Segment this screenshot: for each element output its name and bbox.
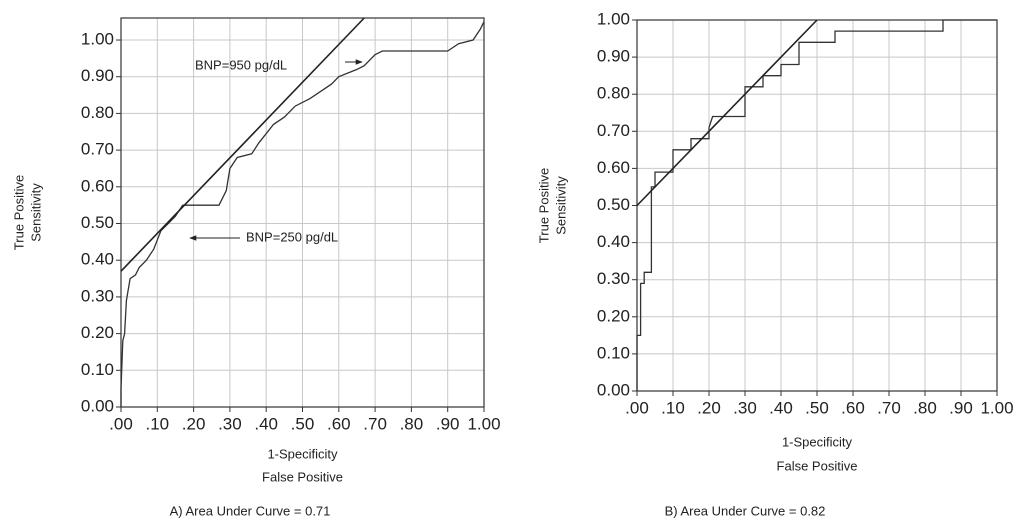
y-tick-label: 0.60 bbox=[81, 176, 114, 195]
plot-frame bbox=[120, 17, 485, 408]
x-tick-label: 1.00 bbox=[980, 398, 1013, 417]
x-tick-label: .70 bbox=[363, 414, 387, 433]
roc-curve bbox=[636, 19, 997, 391]
y-tick-label: 0.70 bbox=[81, 140, 114, 159]
y-tick-label: 0.50 bbox=[597, 195, 630, 214]
x-tick-label: .20 bbox=[182, 414, 206, 433]
x-tick-label: .80 bbox=[913, 398, 937, 417]
y-axis-label: True Positive bbox=[536, 168, 551, 243]
y-axis-label: Sensitivity bbox=[553, 176, 568, 235]
caption: A) Area Under Curve = 0.71 bbox=[170, 503, 331, 518]
x-tick-label: .40 bbox=[769, 398, 793, 417]
x-tick-label: .80 bbox=[400, 414, 424, 433]
x-tick-label: .00 bbox=[625, 398, 649, 417]
x-tick-label: .60 bbox=[841, 398, 865, 417]
x-tick-label: .30 bbox=[218, 414, 242, 433]
y-tick-label: 0.50 bbox=[81, 213, 114, 232]
tangent-line bbox=[636, 19, 818, 207]
y-tick-label: 0.20 bbox=[597, 306, 630, 325]
annotation: BNP=250 pg/dL bbox=[246, 229, 338, 244]
x-tick-label: .20 bbox=[697, 398, 721, 417]
x-tick-label: .30 bbox=[733, 398, 757, 417]
x-tick-label: .10 bbox=[145, 414, 169, 433]
y-tick-label: 0.40 bbox=[81, 250, 114, 269]
y-tick-label: 0.00 bbox=[597, 380, 630, 399]
x-axis-label: 1-Specificity bbox=[267, 446, 338, 461]
y-tick-label: 0.90 bbox=[597, 47, 630, 66]
x-axis-label: False Positive bbox=[777, 458, 858, 473]
y-tick-label: 0.30 bbox=[597, 269, 630, 288]
x-tick-label: .00 bbox=[109, 414, 133, 433]
y-tick-label: 0.80 bbox=[597, 84, 630, 103]
y-tick-label: 0.00 bbox=[81, 396, 114, 415]
y-tick-label: 0.30 bbox=[81, 286, 114, 305]
x-axis-label: False Positive bbox=[262, 469, 343, 484]
y-tick-label: 0.10 bbox=[81, 360, 114, 379]
y-tick-label: 1.00 bbox=[81, 30, 114, 49]
x-tick-label: 1.00 bbox=[467, 414, 500, 433]
x-tick-label: .10 bbox=[661, 398, 685, 417]
y-tick-label: 0.20 bbox=[81, 323, 114, 342]
x-tick-label: .50 bbox=[805, 398, 829, 417]
annotation: BNP=950 pg/dL bbox=[195, 57, 287, 72]
y-tick-label: 1.00 bbox=[597, 9, 630, 28]
y-tick-label: 0.40 bbox=[597, 232, 630, 251]
x-tick-label: .40 bbox=[254, 414, 278, 433]
tangent-line bbox=[120, 17, 365, 272]
x-tick-label: .90 bbox=[436, 414, 460, 433]
y-axis-label: True Positive bbox=[11, 175, 26, 250]
x-axis-label: 1-Specificity bbox=[782, 434, 853, 449]
x-tick-label: .60 bbox=[327, 414, 351, 433]
roc-curve bbox=[120, 21, 485, 407]
y-tick-label: 0.80 bbox=[81, 103, 114, 122]
x-tick-label: .70 bbox=[877, 398, 901, 417]
caption: B) Area Under Curve = 0.82 bbox=[665, 503, 826, 518]
x-tick-label: .90 bbox=[949, 398, 973, 417]
y-tick-label: 0.10 bbox=[597, 343, 630, 362]
y-axis-label: Sensitivity bbox=[28, 183, 43, 242]
y-tick-label: 0.90 bbox=[81, 66, 114, 85]
y-tick-label: 0.60 bbox=[597, 158, 630, 177]
x-tick-label: .50 bbox=[291, 414, 315, 433]
y-tick-label: 0.70 bbox=[597, 121, 630, 140]
